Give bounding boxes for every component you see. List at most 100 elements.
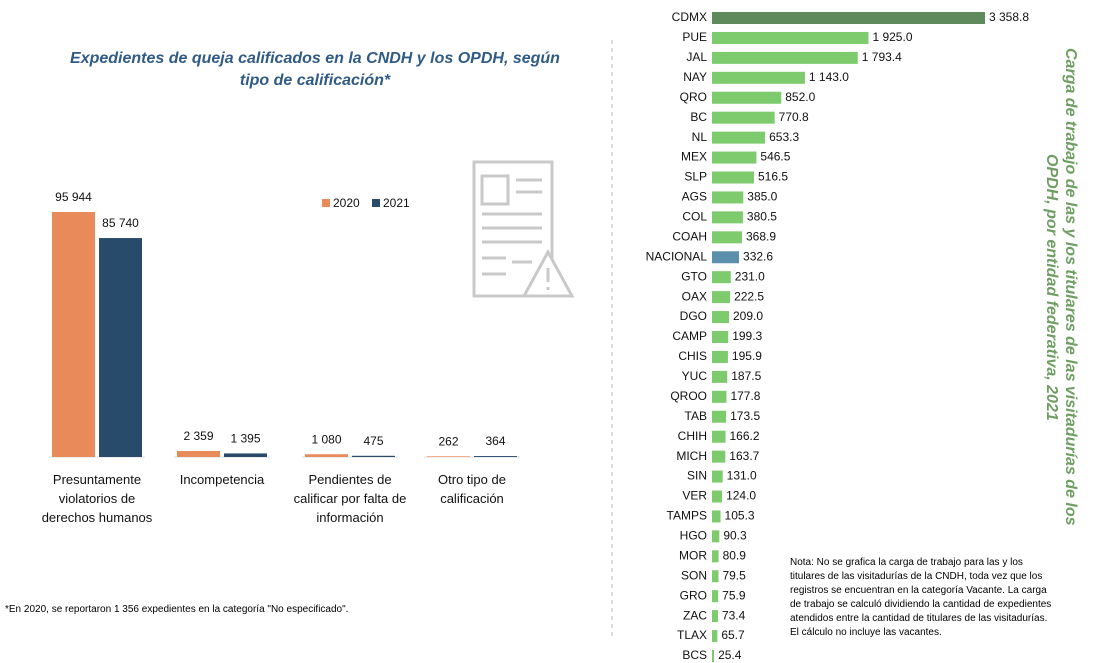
y-tick-label: CHIH xyxy=(678,429,707,443)
data-label: 1 143.0 xyxy=(809,70,849,84)
bar xyxy=(305,454,348,457)
data-label: 364 xyxy=(485,434,505,448)
data-label: 195.9 xyxy=(732,349,762,363)
data-label: 380.5 xyxy=(747,210,777,224)
data-label: 385.0 xyxy=(747,190,777,204)
data-label: 124.0 xyxy=(726,489,756,503)
bar xyxy=(712,211,743,224)
data-label: 332.6 xyxy=(743,249,773,263)
data-label: 163.7 xyxy=(729,449,759,463)
data-label: 131.0 xyxy=(727,469,757,483)
data-label: 2 359 xyxy=(183,429,213,443)
y-tick-label: GTO xyxy=(681,269,707,283)
data-label: 187.5 xyxy=(731,369,761,383)
note: Nota: No se grafica la carga de trabajo … xyxy=(790,557,1052,638)
bar xyxy=(712,410,727,423)
x-tick-label: Presuntamente violatorios de derechos hu… xyxy=(41,472,153,525)
y-tick-label: MEX xyxy=(681,150,707,164)
y-tick-label: MOR xyxy=(679,548,707,562)
y-tick-label: TAMPS xyxy=(667,509,707,523)
bar xyxy=(712,171,754,184)
bar xyxy=(712,231,742,244)
bar xyxy=(712,610,718,623)
bar xyxy=(712,370,728,383)
y-tick-label: SIN xyxy=(687,469,707,483)
bar xyxy=(99,238,142,457)
bar xyxy=(712,311,729,324)
y-tick-label: TAB xyxy=(685,409,707,423)
bar xyxy=(712,390,727,403)
y-tick-label: OAX xyxy=(682,289,707,303)
bar xyxy=(712,490,723,503)
bar xyxy=(52,212,95,457)
bar xyxy=(224,453,267,457)
bar xyxy=(712,191,744,204)
data-label: 177.8 xyxy=(730,389,760,403)
y-tick-label: QRO xyxy=(680,90,707,104)
bar xyxy=(712,350,728,363)
data-label: 262 xyxy=(438,435,458,449)
y-tick-label: DGO xyxy=(680,309,707,323)
bar xyxy=(712,590,719,603)
y-tick-label: BC xyxy=(690,110,707,124)
y-tick-label: NAY xyxy=(683,70,707,84)
data-label: 65.7 xyxy=(721,628,745,642)
data-label: 75.9 xyxy=(722,588,746,602)
bar xyxy=(352,455,395,457)
y-tick-label: SON xyxy=(681,568,707,582)
bar xyxy=(712,251,740,264)
y-tick-label: QROO xyxy=(670,389,707,403)
bar xyxy=(712,291,731,304)
y-tick-label: HGO xyxy=(680,529,707,543)
bar xyxy=(712,331,729,343)
data-label: 105.3 xyxy=(725,509,755,523)
y-tick-label: CDMX xyxy=(672,10,707,24)
x-tick-label: Pendientes de calificar por falta de inf… xyxy=(293,472,407,525)
bar xyxy=(712,51,858,64)
bar xyxy=(712,470,723,483)
bar xyxy=(474,456,517,457)
data-label: 516.5 xyxy=(758,170,788,184)
data-label: 368.9 xyxy=(746,229,776,243)
legend-swatch xyxy=(372,199,380,207)
footnote: *En 2020, se reportaron 1 356 expediente… xyxy=(5,604,349,615)
bar xyxy=(712,430,726,443)
data-label: 166.2 xyxy=(730,429,760,443)
data-label: 3 358.8 xyxy=(989,10,1029,24)
data-label: 73.4 xyxy=(722,608,746,622)
data-label: 85 740 xyxy=(102,216,139,230)
data-label: 1 925.0 xyxy=(872,30,912,44)
bar xyxy=(712,71,805,84)
data-label: 79.5 xyxy=(722,568,746,582)
data-label: 80.9 xyxy=(723,548,747,562)
x-tick-label: Incompetencia xyxy=(179,472,265,487)
legend-label: 2020 xyxy=(333,196,360,210)
chart-title: Expedientes de queja calificados en la C… xyxy=(70,50,560,89)
y-tick-label: TLAX xyxy=(677,628,707,642)
y-tick-label: MICH xyxy=(676,449,707,463)
data-label: 173.5 xyxy=(730,409,760,423)
data-label: 90.3 xyxy=(723,529,747,543)
y-tick-label: BCS xyxy=(682,648,707,662)
bar xyxy=(712,271,731,284)
bar xyxy=(712,151,757,164)
bar xyxy=(712,131,766,144)
x-tick-label: Otro tipo de calificación xyxy=(438,472,506,506)
bar xyxy=(712,550,719,563)
y-tick-label: NL xyxy=(692,130,708,144)
y-tick-label: PUE xyxy=(682,30,707,44)
bar xyxy=(712,12,985,24)
data-label: 1 080 xyxy=(311,432,341,446)
data-label: 199.3 xyxy=(732,329,762,343)
bar xyxy=(712,630,718,643)
bar xyxy=(712,450,726,463)
y-tick-label: VER xyxy=(682,489,707,503)
data-label: 95 944 xyxy=(55,190,92,204)
bar xyxy=(712,570,719,583)
y-tick-label: CAMP xyxy=(672,329,707,343)
chart-title: Carga de trabajo de las y los titulares … xyxy=(1043,48,1079,526)
y-tick-label: AGS xyxy=(682,190,707,204)
legend-label: 2021 xyxy=(383,196,410,210)
bar xyxy=(177,450,220,457)
